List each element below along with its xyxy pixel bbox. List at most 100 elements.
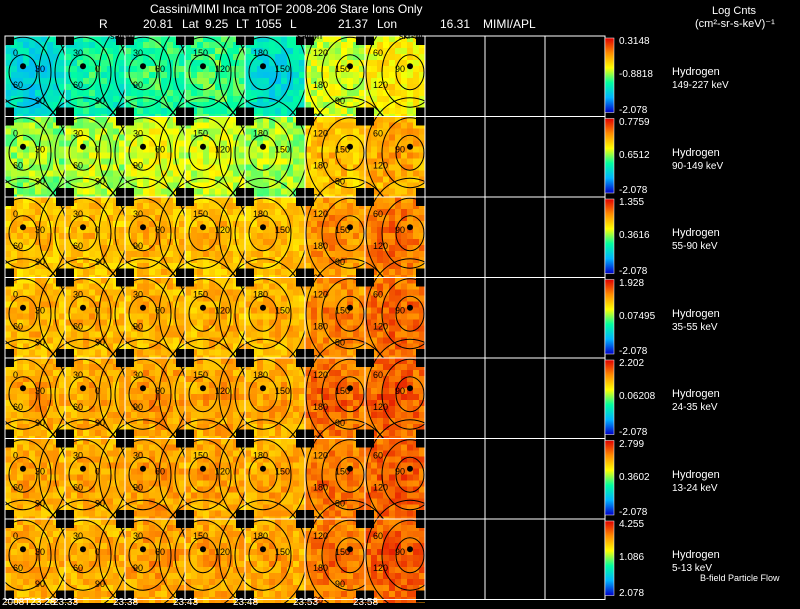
heat-cell [371, 176, 377, 183]
heat-cell [113, 96, 119, 102]
heat-cell [221, 122, 227, 129]
heat-cell [53, 418, 59, 424]
heat-cell [41, 382, 47, 388]
heat-cell [119, 412, 125, 418]
heat-cell [377, 84, 383, 90]
heat-cell [137, 36, 143, 42]
heat-cell [101, 203, 107, 209]
heat-cell [275, 134, 281, 141]
heat-cell [245, 376, 251, 382]
heat-cell [167, 164, 173, 171]
heat-cell [173, 418, 179, 424]
heat-cell [101, 170, 107, 177]
heat-cell [137, 122, 143, 129]
heat-cell [29, 54, 35, 60]
heat-cell [107, 358, 113, 364]
heat-cell [245, 54, 251, 60]
heat-cell [107, 42, 113, 48]
heat-cell [17, 72, 23, 78]
heat-cell [149, 221, 155, 227]
heat-cell [113, 215, 119, 221]
heat-cell [383, 269, 389, 275]
heat-cell [53, 245, 59, 251]
heat-cell [101, 269, 107, 275]
heat-cell [131, 233, 137, 239]
heat-cell [215, 388, 221, 394]
heat-cell [137, 227, 143, 233]
heat-cell [209, 406, 215, 412]
heat-cell [137, 176, 143, 183]
heat-cell [173, 84, 179, 90]
heat-cell [221, 36, 227, 42]
heat-cell [167, 134, 173, 141]
heat-cell [197, 60, 203, 66]
heat-cell [89, 158, 95, 165]
heat-cell [317, 48, 323, 54]
heat-cell [35, 412, 41, 418]
heat-cell [335, 48, 341, 54]
heat-cell [395, 337, 401, 344]
heat-cell [161, 358, 167, 364]
heat-cell [335, 197, 341, 203]
heat-cell [167, 176, 173, 183]
heat-cell [347, 72, 353, 78]
heat-cell [11, 78, 17, 84]
heat-cell [347, 313, 353, 320]
heat-cell [95, 54, 101, 60]
heat-cell [383, 146, 389, 153]
heat-cell [233, 164, 239, 171]
heat-cell [305, 66, 311, 72]
heat-cell [269, 209, 275, 215]
heat-cell [65, 245, 71, 251]
heat-cell [335, 116, 341, 123]
heat-cell [239, 209, 245, 215]
heat-cell [389, 349, 395, 356]
heat-cell [281, 182, 287, 189]
heat-cell [401, 54, 407, 60]
heat-cell [395, 66, 401, 72]
heat-cell [245, 400, 251, 406]
heat-cell [239, 215, 245, 221]
heat-cell [251, 90, 257, 96]
heat-cell [257, 349, 263, 356]
heat-cell [89, 84, 95, 90]
heat-cell [269, 301, 275, 308]
heat-cell [359, 96, 365, 102]
heat-cell [311, 307, 317, 314]
heat-cell [131, 376, 137, 382]
heat-cell [59, 140, 65, 147]
heat-cell [149, 84, 155, 90]
contour-label: 120 [313, 290, 328, 300]
heat-cell [401, 134, 407, 141]
heat-cell [407, 140, 413, 147]
heat-cell [11, 221, 17, 227]
heat-cell [59, 289, 65, 296]
heat-cell [149, 269, 155, 275]
heat-cell [17, 394, 23, 400]
heat-cell [107, 406, 113, 412]
heat-cell [167, 90, 173, 96]
heat-cell [83, 418, 89, 424]
heat-cell [47, 418, 53, 424]
heat-cell [125, 134, 131, 141]
heat-cell [83, 325, 89, 332]
heat-cell [161, 370, 167, 376]
heat-cell [389, 188, 395, 195]
heat-cell [167, 370, 173, 376]
heat-cell [191, 164, 197, 171]
heat-cell [275, 233, 281, 239]
heat-cell [275, 54, 281, 60]
heat-cell [251, 319, 257, 326]
heat-cell [143, 388, 149, 394]
heat-cell [329, 313, 335, 320]
heat-cell [17, 197, 23, 203]
heat-cell [137, 158, 143, 165]
heat-cell [365, 337, 371, 344]
heat-cell [299, 382, 305, 388]
heat-cell [11, 152, 17, 159]
heat-cell [125, 146, 131, 153]
heat-cell [347, 277, 353, 284]
heat-cell [221, 325, 227, 332]
heat-cell [11, 128, 17, 135]
heat-cell [125, 257, 131, 263]
